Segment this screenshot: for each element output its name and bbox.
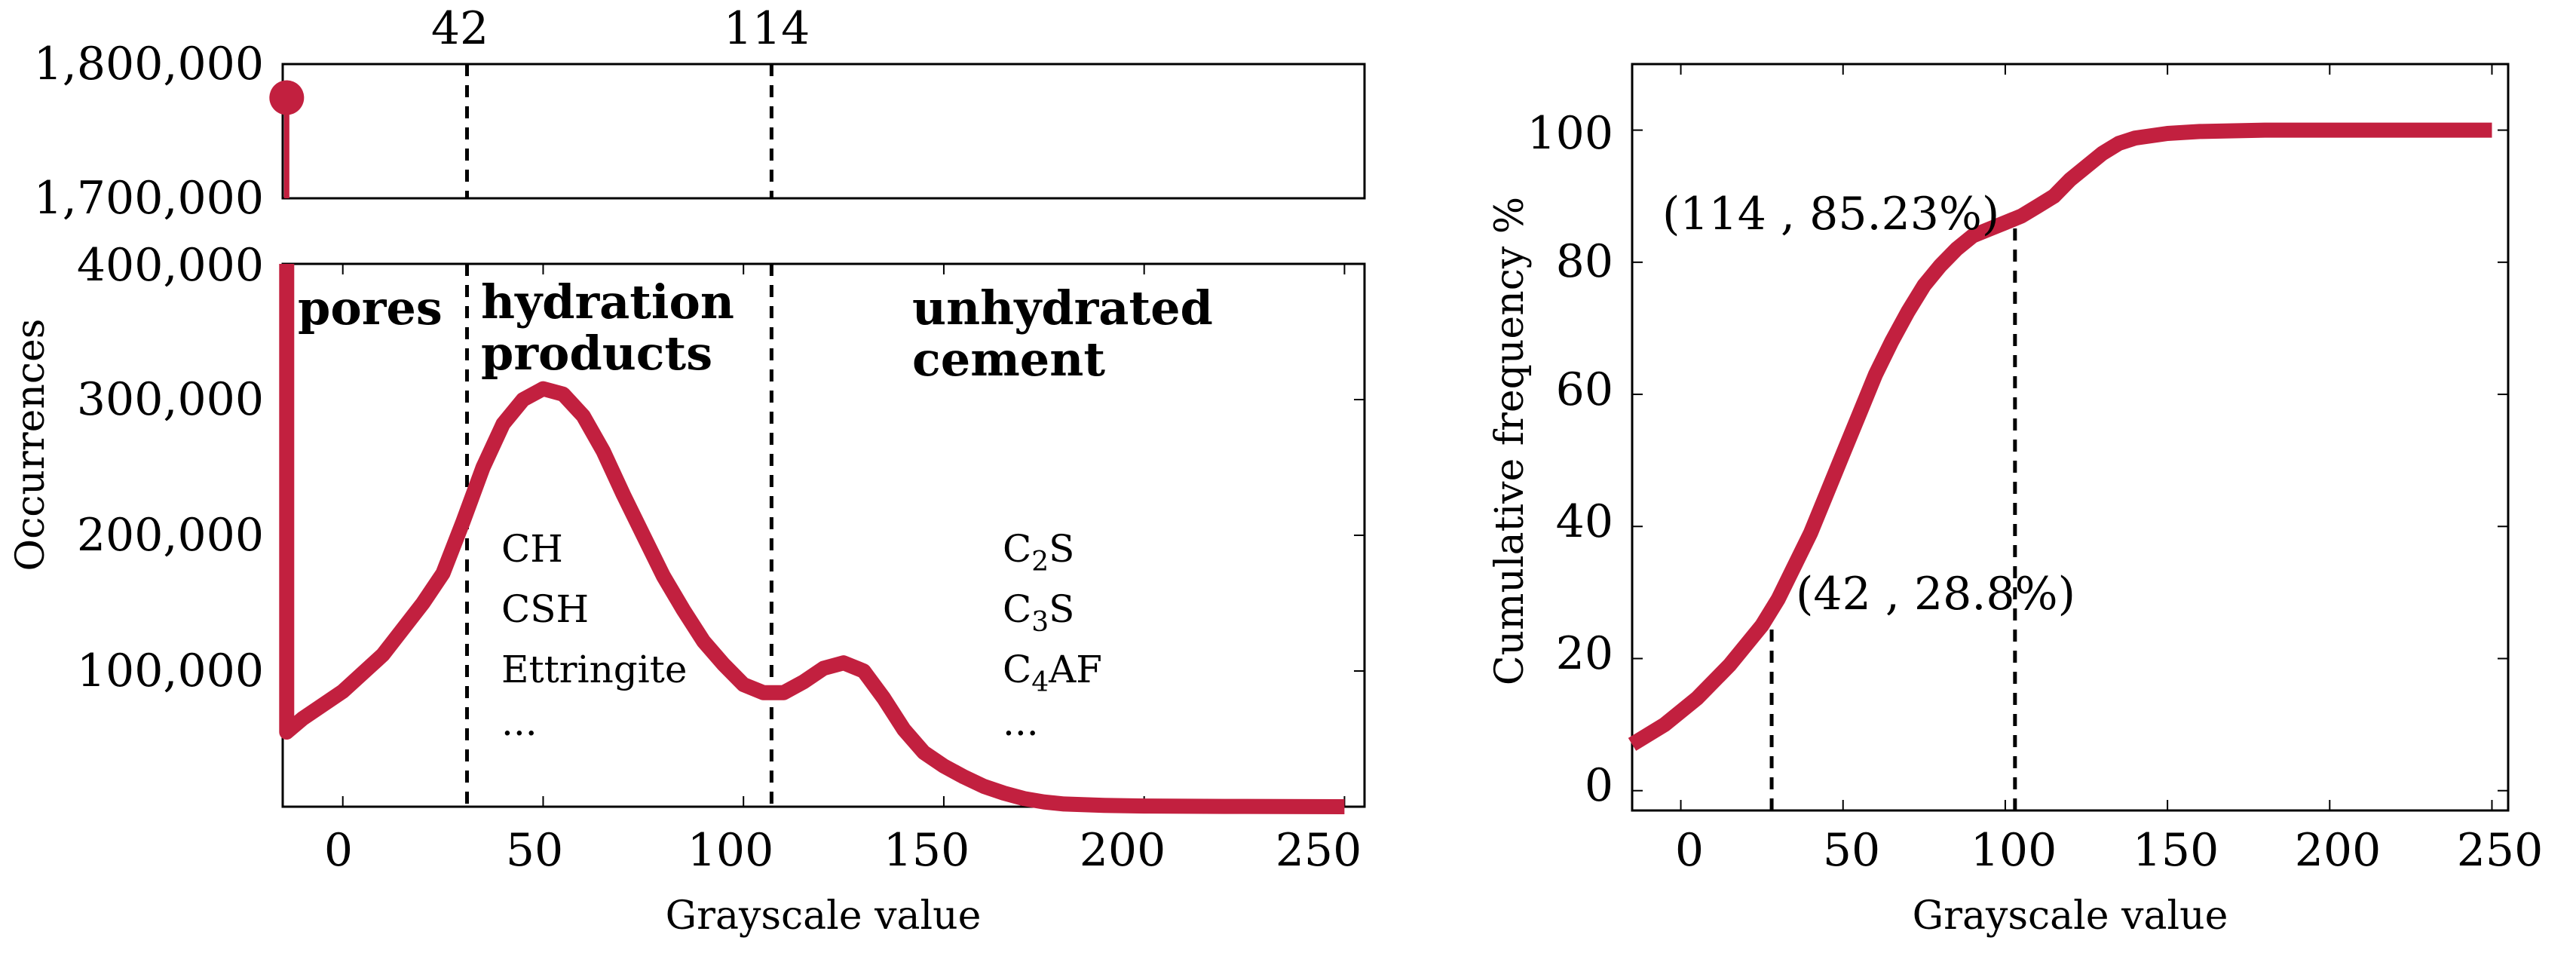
region-label-pores: pores [298,280,443,335]
phase-label-ettringite: Ettringite [501,648,687,691]
histogram-series-line [279,264,1345,814]
phase-label-c3s: C3S [1003,587,1074,638]
region-label-cement: cement [912,332,1105,387]
phase-c4af-tail: AF [1048,648,1102,691]
cum-x-tick-label: 250 [2457,824,2544,877]
cumulative-markers [1769,228,2017,810]
histogram-chart: 0 50 100 150 200 250 1,700,000 1,800,000… [8,2,1366,939]
region-label-unhydrated: unhydrated [912,280,1213,335]
cum-y-tick-label: 100 [1527,107,1613,160]
phase-label-ch: CH [501,527,563,571]
histogram-stem-point [269,80,305,115]
lower-panel-frame [281,262,1366,808]
phase-label-ellipsis: ... [501,700,538,744]
phase-c4af-base: C [1003,648,1031,691]
region-label-hydration: hydration [481,274,734,329]
upper-panel-frame [281,63,1366,200]
cumulative-annotation-42: (42 , 28.8%) [1796,568,2075,620]
cum-y-tick-label: 80 [1556,235,1613,288]
hist-x-tick-label: 200 [1080,824,1166,877]
phase-label-c4af: C4AF [1003,648,1102,698]
cum-x-tick-label: 200 [2295,824,2381,877]
cum-x-tick-label: 0 [1675,824,1704,877]
hist-y-axis-label: Occurrences [8,319,54,571]
hist-lower-y-tick-label: 400,000 [77,239,264,292]
phase-label-c2s: C2S [1003,527,1074,578]
threshold-label-114: 114 [724,2,810,55]
cum-y-tick-label: 0 [1585,759,1613,812]
hist-x-tick-label: 50 [506,824,563,877]
cum-y-axis-label: Cumulative frequency % [1487,197,1533,685]
hist-x-tick-label: 150 [884,824,970,877]
hist-lower-y-tick-label: 200,000 [77,509,264,562]
cumulative-frame [1631,63,2510,812]
phase-c3s-base: C [1003,587,1031,631]
hist-x-axis-label: Grayscale value [666,893,982,939]
cumulative-ticks [1632,64,2508,810]
phase-c3s-sub: 3 [1031,607,1049,638]
hist-x-tick-label: 100 [688,824,774,877]
region-label-products: products [481,326,712,381]
hist-x-tick-label: 0 [324,824,353,877]
hist-x-tick-label: 250 [1276,824,1362,877]
hist-upper-y-tick-label: 1,700,000 [34,172,264,225]
histogram-ticks [283,263,1365,807]
phase-label-csh: CSH [501,587,589,631]
cum-x-axis-label: Grayscale value [1913,893,2228,939]
phase-c2s-base: C [1003,527,1031,571]
hist-upper-y-tick-label: 1,800,000 [34,38,264,90]
phase-c4af-sub: 4 [1031,667,1049,698]
cum-y-tick-label: 20 [1556,627,1613,680]
cumulative-series-line [1628,122,2492,751]
cum-x-tick-label: 150 [2133,824,2219,877]
phase-c3s-tail: S [1049,587,1074,631]
cum-x-tick-label: 50 [1823,824,1880,877]
phase-c2s-tail: S [1049,527,1074,571]
threshold-label-42: 42 [431,2,489,55]
cumulative-annotation-114: (114 , 85.23%) [1662,188,1999,241]
phase-c2s-sub: 2 [1031,547,1049,578]
cum-y-tick-label: 60 [1556,363,1613,416]
cumulative-chart: 0 50 100 150 200 250 0 20 40 60 80 100 (… [1487,63,2544,939]
hist-lower-y-tick-label: 100,000 [77,645,264,697]
histogram-threshold-markers [464,64,773,807]
phase-label-cement-ellipsis: ... [1003,700,1039,744]
hist-lower-y-tick-label: 300,000 [77,373,264,426]
cum-x-tick-label: 100 [1971,824,2057,877]
cum-y-tick-label: 40 [1556,495,1613,548]
